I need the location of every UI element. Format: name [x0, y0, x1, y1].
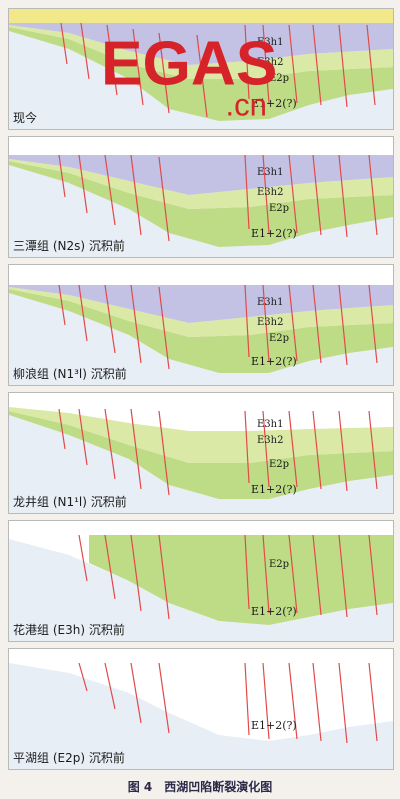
svg-text:.cn: .cn [225, 88, 267, 123]
basement-fill [9, 293, 393, 385]
basement-fill [9, 31, 393, 129]
layer-label-e3h1: E3h1 [257, 419, 283, 430]
section-diagram: E3h1 E3h2 E2p E1+2(?) [9, 407, 393, 513]
layer-label-e2p: E2p [269, 559, 289, 570]
egas-logo: EGAS .cn [101, 30, 277, 123]
layer-label-e3h2: E3h2 [257, 435, 283, 446]
layer-label-e12: E1+2(?) [251, 355, 297, 368]
fault-lines [60, 22, 376, 118]
young-layers [9, 155, 393, 195]
layer-label-e2p: E2p [269, 459, 289, 470]
basement-fill [9, 539, 393, 641]
svg-text:EGAS: EGAS [101, 30, 277, 99]
panel-caption: 三潭组 (N2s) 沉积前 [13, 239, 125, 253]
layer-label-e3h2: E3h2 [257, 317, 283, 328]
panel-santan: E3h1 E3h2 E2p E1+2(?) 三潭组 (N2s) 沉积前 [8, 136, 394, 258]
layer-label-e2p: E2p [269, 333, 289, 344]
sea-layer [9, 9, 393, 23]
e2p-layer [9, 411, 393, 499]
section-diagram: E1+2(?) [9, 662, 393, 769]
e3h-layer [9, 159, 393, 209]
fault-lines [58, 284, 378, 370]
panel-longjing: E3h1 E3h2 E2p E1+2(?) 龙井组 (N1¹l) 沉积前 [8, 392, 394, 514]
section-diagram: E3h1 E3h2 E2p E1+2(?) [9, 284, 393, 385]
layer-label-e3h2: E3h2 [257, 187, 283, 198]
basement-fill [9, 415, 393, 513]
fault-lines [58, 408, 378, 496]
panel-liulang: E3h1 E3h2 E2p E1+2(?) 柳浪组 (N1³l) 沉积前 [8, 264, 394, 386]
fault-lines [78, 662, 378, 744]
e3h-layer [9, 287, 393, 337]
layer-label-e2p: E2p [269, 203, 289, 214]
panel-huagang: E2p E1+2(?) 花港组 (E3h) 沉积前 [8, 520, 394, 642]
section-diagram: E3h1 E3h2 E2p E1+2(?) [9, 9, 393, 129]
e2p-layer [89, 535, 393, 625]
layer-label-e12: E1+2(?) [251, 719, 297, 732]
young-layers [9, 285, 393, 323]
panel-caption: 龙井组 (N1¹l) 沉积前 [13, 495, 127, 509]
layer-label-e3h1: E3h1 [257, 297, 283, 308]
layer-label-e2p: E2p [269, 73, 289, 84]
layer-label-e3h1: E3h1 [257, 167, 283, 178]
layer-label-e3h1: E3h1 [257, 37, 283, 48]
layer-label-e12: E1+2(?) [251, 483, 297, 496]
panel-present: E3h1 E3h2 E2p E1+2(?) 现今 EGAS .cn [8, 8, 394, 130]
e3h-layer [9, 407, 393, 463]
fault-lines [58, 154, 378, 242]
figure-title: 图 4 西湖凹陷断裂演化图 [127, 780, 273, 794]
layer-label-e12: E1+2(?) [251, 605, 297, 618]
fault-lines [78, 534, 378, 620]
section-diagram: E3h1 E3h2 E2p E1+2(?) [9, 154, 393, 257]
section-diagram: E2p E1+2(?) [9, 534, 393, 641]
e2p-layer [9, 161, 393, 247]
layer-label-e12: E1+2(?) [251, 97, 297, 110]
panel-caption: 现今 [13, 111, 38, 125]
panel-caption: 柳浪组 (N1³l) 沉积前 [13, 367, 127, 381]
e2p-layer [9, 289, 393, 373]
layer-label-e12: E1+2(?) [251, 227, 297, 240]
basement-fill [9, 663, 393, 769]
panel-caption: 花港组 (E3h) 沉积前 [13, 623, 125, 637]
e3h-layer [9, 25, 393, 79]
layer-label-e3h2: E3h2 [257, 57, 283, 68]
panel-caption: 平湖组 (E2p) 沉积前 [13, 751, 125, 765]
young-layers [9, 23, 393, 65]
panel-pinghu: E1+2(?) 平湖组 (E2p) 沉积前 [8, 648, 394, 770]
basement-fill [9, 165, 393, 257]
